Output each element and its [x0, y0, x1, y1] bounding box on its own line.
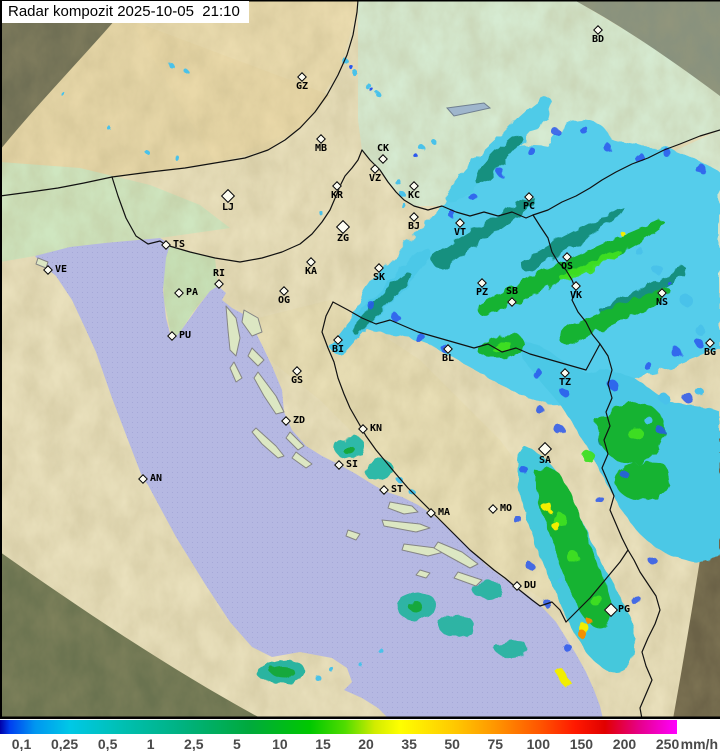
- city-code-label: PC: [522, 201, 536, 212]
- city-code-label: ZG: [336, 233, 350, 244]
- radar-map: Radar kompozit 2025-10-05 21:10 BD GZ MB CK…: [0, 0, 720, 719]
- legend-tick-50: 50: [444, 736, 460, 751]
- islands: [35, 257, 483, 587]
- city-code-label: PA: [186, 287, 199, 298]
- city-code-label: GS: [290, 375, 304, 386]
- legend-tick-15: 15: [315, 736, 331, 751]
- city-code-label: KC: [407, 190, 421, 201]
- city-code-label: NS: [655, 297, 669, 308]
- intensity-legend: 0,1 0,25 0,5 1 2,5 5 10 15 20 35 50 75 100 150 200 250 …: [0, 719, 720, 751]
- city-code-label: VZ: [368, 173, 382, 184]
- legend-tick-5: 5: [232, 736, 241, 751]
- legend-tick-20: 20: [358, 736, 374, 751]
- legend-tick-1: 1: [146, 736, 155, 751]
- city-code-label: PU: [179, 330, 192, 341]
- heavy-rain-cells: [543, 230, 625, 686]
- blue-echo-accents: [368, 126, 705, 652]
- city-code-label: TS: [173, 239, 186, 250]
- city-code-label: KA: [304, 266, 318, 277]
- city-code-label: OG: [277, 295, 291, 306]
- legend-tick-0_1: 0,1: [11, 736, 32, 751]
- intensity-color-bar: [0, 720, 677, 734]
- map-frame: [0, 0, 720, 719]
- city-code-label: KN: [370, 423, 383, 434]
- city-code-label: ZD: [293, 415, 306, 426]
- city-code-label: SK: [372, 272, 386, 283]
- city-code-label: BD: [591, 34, 605, 45]
- legend-tick-75: 75: [487, 736, 504, 751]
- light-echo-specks: [60, 59, 705, 666]
- city-code-label: TZ: [558, 377, 572, 388]
- city-code-label: MO: [500, 503, 513, 514]
- city-code-label: VK: [569, 290, 583, 301]
- city-code-label: SI: [346, 459, 359, 470]
- city-code-label: CK: [376, 143, 390, 154]
- map-title-box: Radar kompozit 2025-10-05 21:10: [2, 1, 249, 23]
- city-code-label: DU: [524, 580, 537, 591]
- legend-tick-200: 200: [612, 736, 637, 751]
- precipitation-echoes: [60, 59, 720, 686]
- legend-tick-0_5: 0,5: [97, 736, 118, 751]
- city-code-label: GZ: [295, 81, 309, 92]
- city-code-label: BI: [331, 344, 345, 355]
- city-code-label: OS: [560, 261, 574, 272]
- city-code-label: MB: [314, 143, 328, 154]
- city-code-label: BJ: [407, 221, 421, 232]
- city-code-label: VE: [55, 264, 68, 275]
- legend-tick-2_5: 2,5: [184, 736, 204, 751]
- legend-tick-100: 100: [526, 736, 551, 751]
- city-code-label: LJ: [221, 202, 235, 213]
- map-date: 2025-10-05: [117, 3, 194, 20]
- legend-tick-10: 10: [272, 736, 288, 751]
- city-code-label: MA: [438, 507, 451, 518]
- lake-balaton: [446, 102, 492, 117]
- radar-map-svg: [0, 0, 720, 719]
- city-code-label: AN: [150, 473, 163, 484]
- map-time: 21:10: [202, 3, 240, 20]
- city-code-label: KR: [330, 190, 344, 201]
- legend-tick-35: 35: [401, 736, 417, 751]
- city-code-label: PZ: [475, 287, 489, 298]
- legend-tick-250: 250: [655, 736, 680, 751]
- city-code-label: ST: [391, 484, 404, 495]
- city-code-label: BL: [441, 353, 455, 364]
- city-code-label: VT: [453, 227, 467, 238]
- city-code-label: PG: [618, 604, 631, 615]
- city-code-label: RI: [212, 268, 226, 279]
- city-code-label: SB: [505, 286, 519, 297]
- adriatic-sea: [35, 238, 603, 719]
- legend-tick-0_25: 0,25: [50, 736, 79, 751]
- legend-unit-label: mm/h: [680, 736, 718, 751]
- map-title: Radar kompozit: [8, 3, 114, 20]
- city-code-label: BG: [703, 347, 717, 358]
- city-code-label: SA: [538, 455, 552, 466]
- legend-tick-150: 150: [569, 736, 594, 751]
